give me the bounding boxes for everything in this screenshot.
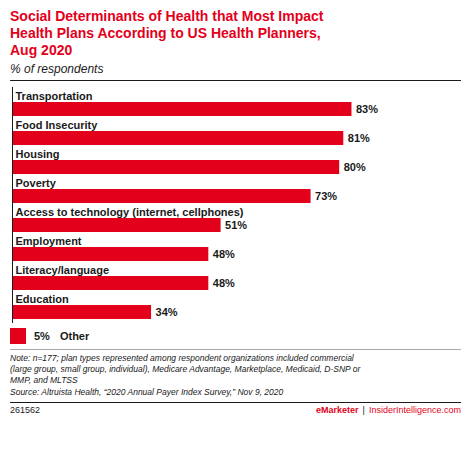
svg-text:Transportation: Transportation (16, 90, 93, 102)
svg-text:Poverty: Poverty (16, 177, 57, 189)
html-text:261562: 261562 (10, 404, 40, 415)
svg-text:Literacy/language: Literacy/language (16, 264, 110, 276)
html-text:Note: n=177; plan types repres: Note: n=177; plan types represented amon… (10, 353, 354, 364)
svg-text:51%: 51% (225, 219, 247, 231)
html-text:Social Determinants of Health: Social Determinants of Health that Most … (10, 8, 324, 58)
svg-text:Employment: Employment (16, 235, 82, 247)
html-text:MMP, and MLTSS: MMP, and MLTSS (10, 375, 78, 386)
svg-text:83%: 83% (356, 103, 378, 115)
html-text:5%: 5% (34, 330, 50, 343)
svg-text:34%: 34% (156, 306, 178, 318)
svg-text:81%: 81% (348, 132, 370, 144)
svg-text:Food Insecurity: Food Insecurity (16, 119, 99, 131)
svg-text:48%: 48% (213, 277, 235, 289)
html-text:Other: Other (59, 330, 90, 343)
html-text:eMarketer | InsiderIntelligenc: eMarketer | InsiderIntelligence.com (316, 404, 461, 415)
svg-text:73%: 73% (315, 190, 337, 202)
html-text:Source: Altruista Health, “202: Source: Altruista Health, “2020 Annual P… (10, 386, 284, 397)
html-text:% of respondents: % of respondents (10, 62, 104, 77)
svg-text:Access to technology (internet: Access to technology (internet, cellphon… (16, 206, 244, 218)
svg-text:80%: 80% (344, 161, 366, 173)
svg-text:48%: 48% (213, 248, 235, 260)
svg-text:Housing: Housing (16, 148, 60, 160)
svg-text:Education: Education (16, 293, 69, 305)
html-text:(large group, small group, ind: (large group, small group, individual), … (10, 364, 361, 375)
